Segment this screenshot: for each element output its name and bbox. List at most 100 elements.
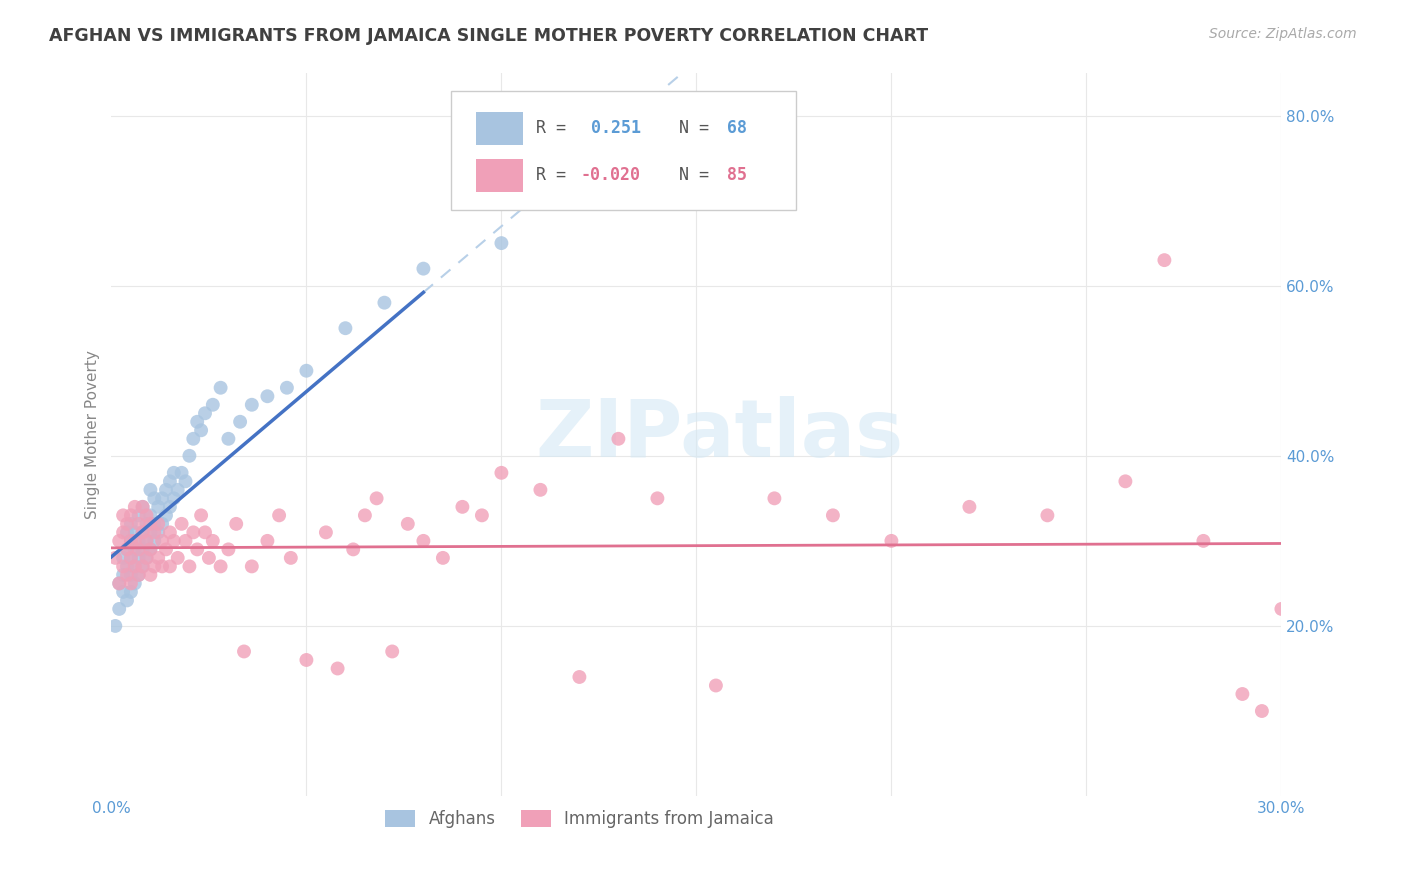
- Point: [139, 525, 162, 540]
- Point: [194, 406, 217, 420]
- Point: [115, 525, 138, 540]
- Point: [139, 508, 162, 523]
- Point: [315, 525, 337, 540]
- FancyBboxPatch shape: [477, 112, 523, 145]
- Point: [181, 432, 204, 446]
- Point: [451, 500, 474, 514]
- Point: [166, 550, 188, 565]
- Point: [174, 533, 197, 548]
- Point: [256, 533, 278, 548]
- Point: [471, 508, 494, 523]
- Point: [108, 533, 131, 548]
- Point: [342, 542, 364, 557]
- Point: [108, 576, 131, 591]
- Text: AFGHAN VS IMMIGRANTS FROM JAMAICA SINGLE MOTHER POVERTY CORRELATION CHART: AFGHAN VS IMMIGRANTS FROM JAMAICA SINGLE…: [49, 27, 928, 45]
- Point: [491, 236, 513, 251]
- Point: [1251, 704, 1274, 718]
- Text: 0.251: 0.251: [581, 120, 641, 137]
- Point: [198, 550, 221, 565]
- Text: -0.020: -0.020: [581, 167, 641, 185]
- Point: [179, 449, 201, 463]
- Point: [115, 559, 138, 574]
- Y-axis label: Single Mother Poverty: Single Mother Poverty: [86, 350, 100, 519]
- Legend: Afghans, Immigrants from Jamaica: Afghans, Immigrants from Jamaica: [378, 804, 780, 835]
- Point: [120, 585, 142, 599]
- Point: [326, 661, 349, 675]
- Point: [131, 525, 153, 540]
- Text: ZIPatlas: ZIPatlas: [536, 395, 904, 474]
- Point: [163, 466, 186, 480]
- Point: [412, 533, 434, 548]
- Point: [124, 533, 146, 548]
- Point: [131, 559, 153, 574]
- Point: [120, 508, 142, 523]
- Point: [131, 500, 153, 514]
- Point: [280, 550, 302, 565]
- Point: [1114, 475, 1136, 489]
- Point: [112, 585, 135, 599]
- Text: 68: 68: [727, 120, 747, 137]
- Point: [120, 516, 142, 531]
- Point: [135, 550, 157, 565]
- Point: [186, 415, 208, 429]
- Point: [112, 559, 135, 574]
- Point: [120, 568, 142, 582]
- Point: [880, 533, 903, 548]
- Point: [170, 516, 193, 531]
- Point: [124, 500, 146, 514]
- Point: [148, 500, 170, 514]
- Point: [131, 500, 153, 514]
- Point: [155, 508, 177, 523]
- Point: [150, 516, 173, 531]
- Point: [432, 550, 454, 565]
- Point: [139, 516, 162, 531]
- Point: [957, 500, 980, 514]
- Point: [225, 516, 247, 531]
- Point: [128, 533, 150, 548]
- Point: [529, 483, 551, 497]
- Point: [128, 550, 150, 565]
- Point: [150, 533, 173, 548]
- Point: [159, 525, 181, 540]
- Point: [148, 550, 170, 565]
- Point: [135, 550, 157, 565]
- Point: [135, 508, 157, 523]
- Text: Source: ZipAtlas.com: Source: ZipAtlas.com: [1209, 27, 1357, 41]
- Point: [143, 525, 166, 540]
- Point: [159, 500, 181, 514]
- Point: [143, 516, 166, 531]
- Point: [186, 542, 208, 557]
- Point: [381, 644, 404, 658]
- Point: [1270, 602, 1292, 616]
- Point: [179, 559, 201, 574]
- Point: [159, 475, 181, 489]
- Point: [115, 516, 138, 531]
- Point: [128, 542, 150, 557]
- Point: [120, 533, 142, 548]
- Point: [269, 508, 291, 523]
- Point: [229, 415, 252, 429]
- Point: [139, 542, 162, 557]
- Point: [108, 576, 131, 591]
- Point: [366, 491, 388, 506]
- Text: N =: N =: [659, 167, 718, 185]
- Point: [155, 542, 177, 557]
- Point: [112, 550, 135, 565]
- Point: [821, 508, 844, 523]
- Point: [396, 516, 419, 531]
- Point: [233, 644, 256, 658]
- FancyBboxPatch shape: [451, 91, 796, 211]
- Point: [217, 432, 239, 446]
- Point: [295, 364, 318, 378]
- Point: [148, 525, 170, 540]
- Point: [240, 398, 263, 412]
- Point: [1192, 533, 1215, 548]
- Point: [150, 559, 173, 574]
- Point: [704, 678, 727, 692]
- Point: [124, 542, 146, 557]
- Point: [194, 525, 217, 540]
- Point: [150, 491, 173, 506]
- Point: [181, 525, 204, 540]
- Point: [124, 559, 146, 574]
- Point: [131, 525, 153, 540]
